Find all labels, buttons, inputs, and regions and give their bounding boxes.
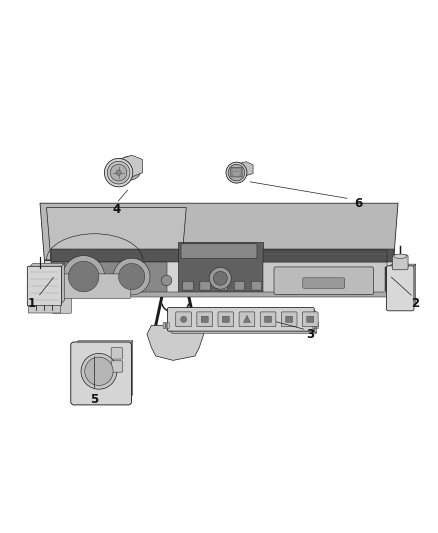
FancyBboxPatch shape: [386, 266, 414, 311]
Ellipse shape: [107, 161, 130, 184]
FancyBboxPatch shape: [49, 274, 131, 298]
FancyBboxPatch shape: [263, 250, 387, 262]
FancyBboxPatch shape: [260, 312, 276, 327]
Circle shape: [161, 275, 172, 286]
Ellipse shape: [394, 254, 407, 259]
Text: 1: 1: [27, 297, 35, 310]
FancyBboxPatch shape: [217, 281, 227, 290]
Circle shape: [314, 326, 317, 328]
FancyBboxPatch shape: [201, 316, 208, 322]
Ellipse shape: [81, 353, 117, 389]
FancyBboxPatch shape: [46, 268, 49, 292]
Text: 3: 3: [307, 328, 315, 341]
Polygon shape: [244, 316, 251, 322]
Polygon shape: [51, 249, 394, 262]
Polygon shape: [112, 155, 143, 183]
Ellipse shape: [85, 357, 113, 385]
FancyBboxPatch shape: [303, 278, 345, 288]
Ellipse shape: [104, 158, 133, 187]
Circle shape: [113, 258, 150, 295]
FancyBboxPatch shape: [392, 255, 408, 270]
FancyBboxPatch shape: [200, 281, 210, 290]
FancyBboxPatch shape: [312, 322, 318, 328]
FancyBboxPatch shape: [181, 244, 257, 259]
FancyBboxPatch shape: [71, 342, 131, 405]
FancyBboxPatch shape: [231, 167, 242, 177]
Polygon shape: [177, 243, 263, 293]
FancyBboxPatch shape: [385, 268, 389, 292]
Polygon shape: [128, 341, 133, 398]
FancyBboxPatch shape: [239, 312, 255, 327]
FancyBboxPatch shape: [167, 308, 314, 331]
Text: 4: 4: [112, 203, 120, 216]
Circle shape: [119, 263, 145, 289]
FancyBboxPatch shape: [307, 316, 314, 322]
FancyBboxPatch shape: [251, 281, 262, 290]
FancyBboxPatch shape: [44, 292, 394, 297]
FancyBboxPatch shape: [27, 266, 61, 306]
FancyBboxPatch shape: [197, 312, 212, 327]
FancyBboxPatch shape: [286, 316, 293, 322]
Polygon shape: [147, 326, 204, 360]
Ellipse shape: [110, 164, 127, 181]
FancyBboxPatch shape: [234, 281, 245, 290]
FancyBboxPatch shape: [281, 312, 297, 327]
FancyBboxPatch shape: [111, 348, 123, 359]
Ellipse shape: [226, 162, 247, 183]
Circle shape: [116, 170, 121, 175]
Polygon shape: [169, 330, 316, 333]
Circle shape: [213, 271, 227, 285]
Polygon shape: [263, 262, 387, 293]
Text: 2: 2: [411, 297, 420, 310]
Polygon shape: [44, 260, 394, 295]
FancyBboxPatch shape: [28, 305, 60, 313]
FancyBboxPatch shape: [218, 312, 234, 327]
FancyBboxPatch shape: [183, 281, 193, 290]
FancyBboxPatch shape: [274, 267, 374, 294]
Polygon shape: [412, 264, 416, 307]
Polygon shape: [313, 309, 316, 333]
FancyBboxPatch shape: [46, 268, 49, 292]
FancyBboxPatch shape: [163, 322, 169, 328]
Circle shape: [165, 326, 167, 328]
Polygon shape: [388, 264, 416, 268]
Ellipse shape: [228, 164, 245, 181]
FancyBboxPatch shape: [52, 295, 71, 313]
Polygon shape: [233, 161, 253, 180]
FancyBboxPatch shape: [111, 361, 123, 372]
Polygon shape: [28, 263, 64, 268]
FancyBboxPatch shape: [223, 316, 230, 322]
Circle shape: [209, 268, 231, 289]
Polygon shape: [74, 341, 133, 345]
FancyBboxPatch shape: [265, 316, 272, 322]
FancyBboxPatch shape: [302, 312, 318, 327]
Text: 5: 5: [90, 393, 99, 406]
Circle shape: [165, 323, 167, 326]
Polygon shape: [40, 203, 398, 260]
Polygon shape: [46, 207, 186, 260]
FancyBboxPatch shape: [176, 312, 191, 327]
Circle shape: [68, 261, 99, 292]
Polygon shape: [60, 263, 64, 305]
Polygon shape: [51, 262, 166, 293]
Ellipse shape: [117, 156, 141, 180]
Circle shape: [63, 256, 105, 297]
Text: 6: 6: [355, 197, 363, 209]
Circle shape: [180, 316, 187, 322]
Circle shape: [314, 323, 317, 326]
